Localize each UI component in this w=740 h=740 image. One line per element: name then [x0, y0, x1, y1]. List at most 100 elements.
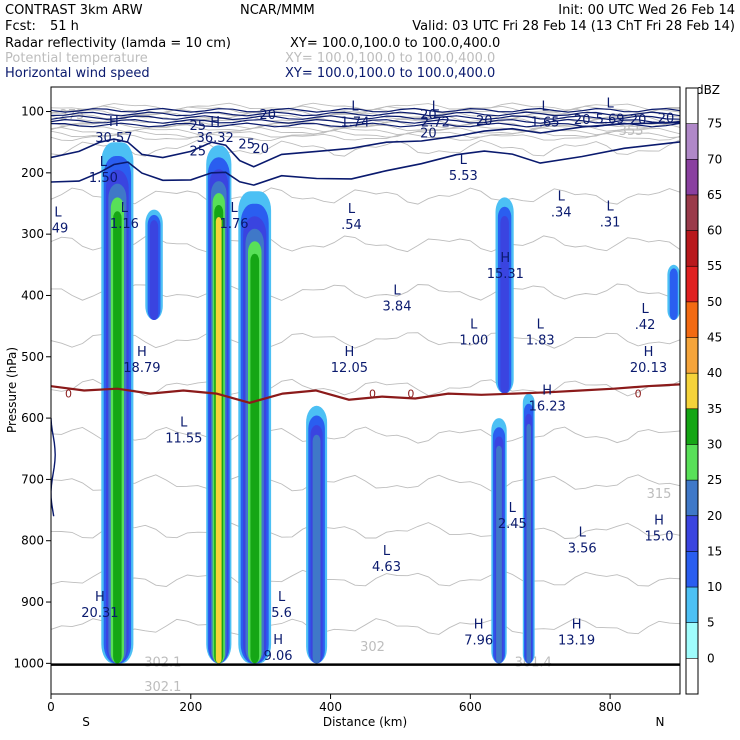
- colorbar-segment: [686, 266, 698, 303]
- extremum-marker: L: [351, 100, 359, 115]
- wind-contour-label: 20: [658, 112, 675, 127]
- colorbar-label: 15: [707, 544, 722, 558]
- y-tick-label: 500: [21, 350, 44, 364]
- extremum-value: 1.76: [220, 217, 249, 232]
- colorbar-segment: [686, 337, 698, 374]
- extremum-marker: L: [470, 317, 478, 332]
- theta-contour-line: [51, 521, 680, 539]
- theta-contour-line: [51, 133, 680, 142]
- colorbar-frame: [685, 87, 699, 695]
- freezing-level-label: 0: [369, 388, 376, 401]
- wind-contour-upper: [51, 122, 680, 128]
- extremum-value: 11.55: [165, 431, 202, 446]
- colorbar-segment: [686, 444, 698, 481]
- field-3-xy: XY= 100.0,100.0 to 100.0,400.0: [285, 66, 495, 81]
- y-tick-label: 400: [21, 288, 44, 302]
- theta-contour-line: [51, 127, 680, 136]
- colorbar-label: 40: [707, 366, 722, 380]
- fcst-value: 51 h: [50, 19, 79, 34]
- theta-contour-line: [51, 187, 680, 205]
- extremum-marker: L: [100, 155, 108, 170]
- theta-contour-line: [51, 569, 680, 587]
- wind-contour-label: 20: [574, 113, 591, 128]
- y-axis: 100 200 300 400 500 600 700 800 900 1000: [13, 105, 51, 670]
- extremum-marker: L: [383, 544, 391, 559]
- wind-contour-label: 20: [630, 113, 647, 128]
- field-1-name: Radar reflectivity (lamda = 10 cm): [5, 36, 231, 51]
- freezing-level-label: 0: [65, 388, 72, 401]
- plot-frame: [50, 86, 681, 695]
- colorbar-label: 70: [707, 152, 722, 166]
- reflectivity-core-3: [250, 253, 260, 664]
- extremum-value: 1.74: [341, 116, 370, 131]
- extremum-marker: H: [210, 115, 220, 130]
- extremum-marker: L: [432, 100, 440, 115]
- extremum-value: 15.0: [645, 530, 674, 545]
- y-tick-label: 600: [21, 411, 44, 425]
- x-tick-label: 400: [319, 700, 342, 714]
- extremum-marker: L: [606, 97, 614, 112]
- extremum-value: 1.83: [526, 333, 555, 348]
- extremum-marker: L: [460, 153, 468, 168]
- wind-contour-label: 20: [476, 114, 493, 129]
- wind-contour-label: 25: [238, 137, 255, 152]
- extremum-marker: L: [606, 200, 614, 215]
- wind-contour-label: 25: [190, 145, 207, 160]
- colorbar-segment: [686, 622, 698, 659]
- colorbar-label: 35: [707, 402, 722, 416]
- org-label: NCAR/MMM: [240, 3, 315, 18]
- field-2-name: Potential temperature: [5, 51, 148, 66]
- y-tick-label: 1000: [13, 656, 44, 670]
- colorbar-segment: [686, 515, 698, 552]
- extremum-value: 20.13: [630, 361, 667, 376]
- extremum-value: 5.53: [449, 169, 478, 184]
- valid-time: Valid: 03 UTC Fri 28 Feb 14 (13 ChT Fri …: [412, 19, 735, 34]
- colorbar-label: 50: [707, 295, 722, 309]
- colorbar-segment: [686, 658, 698, 695]
- colorbar-segment: [686, 408, 698, 445]
- extremum-value: 3.84: [383, 300, 412, 315]
- extremum-value: .42: [635, 318, 656, 333]
- extremum-marker: L: [537, 317, 545, 332]
- extremum-marker: L: [180, 415, 188, 430]
- field-3-name: Horizontal wind speed: [5, 66, 150, 81]
- colorbar-label: 25: [707, 473, 722, 487]
- x-tick-label: 600: [459, 700, 482, 714]
- wind-contour-upper: [51, 115, 680, 121]
- theta-contour-label: 302: [360, 640, 385, 655]
- colorbar-label: 75: [707, 117, 722, 131]
- colorbar-label: 65: [707, 188, 722, 202]
- extremum-marker: H: [273, 633, 283, 648]
- theta-contour-line: [51, 426, 680, 444]
- theta-contour-line: [51, 111, 680, 120]
- extremum-marker: L: [509, 501, 517, 516]
- theta-contour-line: [51, 617, 680, 636]
- extremum-value: 9.06: [264, 649, 293, 664]
- extremum-marker: H: [345, 345, 355, 360]
- extremum-marker: H: [644, 345, 654, 360]
- freezing-level-label: 0: [407, 388, 414, 401]
- extremum-marker: H: [500, 251, 510, 266]
- y-axis-label: Pressure (hPa): [5, 347, 19, 433]
- extremum-value: 5.6: [271, 606, 292, 621]
- extremum-marker: H: [109, 115, 119, 130]
- x-tick-label: 200: [179, 700, 202, 714]
- extremum-value: 18.79: [123, 361, 160, 376]
- extremum-value: .34: [551, 206, 572, 221]
- extremum-marker: L: [641, 302, 649, 317]
- model-title: CONTRAST 3km ARW: [5, 3, 143, 18]
- colorbar-segment: [686, 230, 698, 267]
- extremum-value: 1.65: [531, 116, 560, 131]
- extremum-marker: H: [542, 384, 552, 399]
- extremum-marker: L: [393, 284, 401, 299]
- colorbar-segment: [686, 194, 698, 232]
- reflectivity-core-8: [669, 268, 678, 320]
- y-tick-label: 200: [21, 166, 44, 180]
- extremum-marker: L: [278, 590, 286, 605]
- wind-contour-label: 20: [252, 142, 269, 157]
- wind-contour-upper: [51, 111, 680, 117]
- extremum-value: 13.19: [558, 634, 595, 649]
